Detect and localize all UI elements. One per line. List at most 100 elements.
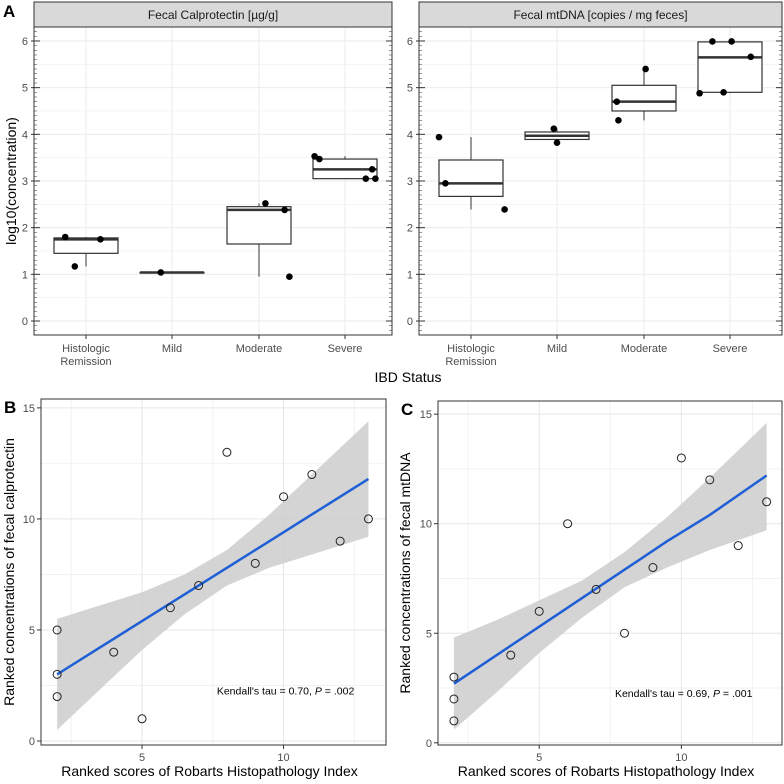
data-point bbox=[613, 98, 621, 105]
annotation-text: Kendall's tau = 0.70, P = .002 bbox=[217, 685, 355, 697]
y-tick-label: 3 bbox=[22, 176, 28, 188]
x-tick-label: Remission bbox=[445, 356, 496, 368]
annotation-text: Kendall's tau = 0.69, P = .001 bbox=[615, 688, 753, 700]
data-point bbox=[137, 714, 147, 724]
data-point bbox=[97, 236, 104, 243]
x-tick-label: Severe bbox=[328, 343, 363, 355]
panel-c: C 5 10 0 5 10 15 Kendall's tau = 0.69, P = .001… bbox=[397, 400, 783, 779]
box-iqr bbox=[697, 41, 763, 93]
data-point bbox=[709, 38, 716, 45]
x-tick-label: 10 bbox=[277, 752, 289, 764]
data-point bbox=[316, 155, 323, 163]
annotation-prefix: Kendall's tau = 0.70, bbox=[217, 685, 315, 697]
x-tick-label: Remission bbox=[60, 356, 111, 368]
data-point bbox=[747, 53, 755, 61]
data-point bbox=[676, 453, 686, 463]
x-axis-title: Ranked scores of Robarts Histopathology … bbox=[458, 763, 755, 779]
data-point bbox=[696, 89, 703, 97]
y-tick-label: 10 bbox=[23, 514, 35, 526]
data-point bbox=[222, 447, 232, 457]
y-tick-label: 5 bbox=[407, 83, 413, 95]
data-point bbox=[307, 470, 317, 480]
regression-line bbox=[56, 477, 370, 676]
y-axis-title: Ranked concentrations of fecal calprotec… bbox=[1, 438, 17, 706]
data-point bbox=[165, 603, 175, 613]
panel-border bbox=[33, 26, 393, 336]
panel-letter: C bbox=[401, 400, 413, 419]
data-point bbox=[591, 584, 601, 594]
data-point bbox=[442, 180, 449, 187]
panel-border bbox=[437, 400, 783, 746]
y-tick-label: 2 bbox=[407, 223, 413, 235]
data-point bbox=[550, 125, 558, 133]
facet-strip-label: Fecal Calprotectin [µg/g] bbox=[148, 8, 278, 22]
x-tick-label: 10 bbox=[675, 752, 687, 764]
y-tick-label: 3 bbox=[407, 176, 413, 188]
y-axis-title: Ranked concentrations of fecal mtDNA bbox=[397, 452, 413, 694]
x-tick-label: 5 bbox=[536, 752, 542, 764]
data-point bbox=[281, 206, 288, 214]
facet-strip bbox=[418, 1, 783, 28]
x-tick-label: Moderate bbox=[621, 343, 667, 355]
data-point bbox=[642, 65, 649, 73]
data-point bbox=[157, 269, 165, 276]
panel-b: B 5 10 0 5 10 15 Kendall's tau = 0.70, P = .002… bbox=[1, 398, 387, 779]
y-tick-label: 0 bbox=[22, 316, 28, 328]
facet-strip-label: Fecal mtDNA [copies / mg feces] bbox=[513, 8, 687, 22]
data-point bbox=[435, 133, 443, 141]
data-point bbox=[553, 139, 561, 147]
panel-letter: A bbox=[3, 2, 15, 21]
y-tick-label: 4 bbox=[22, 129, 28, 141]
y-tick-label: 4 bbox=[407, 129, 413, 141]
data-point bbox=[52, 625, 62, 635]
x-tick-label: Mild bbox=[547, 343, 567, 355]
data-point bbox=[52, 692, 62, 702]
panel-a: A Fecal Calprotectin [µg/g] 0 1 2 3 4 5 6 Histolo… bbox=[3, 1, 783, 385]
annotation-prefix: Kendall's tau = 0.69, bbox=[615, 688, 713, 700]
data-point bbox=[728, 38, 735, 45]
data-point bbox=[279, 492, 289, 502]
data-point bbox=[52, 669, 62, 679]
y-tick-label: 1 bbox=[407, 269, 413, 281]
data-point bbox=[372, 175, 379, 182]
data-point bbox=[363, 514, 373, 524]
panel-border bbox=[418, 26, 783, 336]
data-point bbox=[311, 152, 318, 160]
data-point bbox=[619, 628, 629, 638]
data-point bbox=[501, 206, 508, 213]
y-tick-label: 0 bbox=[29, 736, 35, 748]
data-point bbox=[705, 475, 715, 485]
data-point bbox=[286, 273, 293, 280]
y-tick-label: 10 bbox=[420, 519, 432, 531]
annotation-p-label: P bbox=[315, 685, 322, 697]
data-point bbox=[648, 563, 658, 573]
data-point bbox=[762, 497, 772, 507]
y-tick-label: 15 bbox=[420, 409, 432, 421]
x-tick-label: Moderate bbox=[236, 343, 282, 355]
data-point bbox=[71, 263, 79, 270]
panel-letter: B bbox=[4, 398, 16, 417]
data-point bbox=[506, 650, 516, 660]
y-tick-label: 6 bbox=[407, 36, 413, 48]
data-point bbox=[449, 694, 459, 704]
y-tick-label: 0 bbox=[407, 316, 413, 328]
y-tick-label: 2 bbox=[22, 223, 28, 235]
box-iqr bbox=[226, 206, 292, 245]
y-tick-label: 1 bbox=[22, 269, 28, 281]
data-point bbox=[563, 519, 573, 529]
data-point bbox=[449, 716, 459, 726]
facet-strip bbox=[33, 1, 393, 28]
data-point bbox=[194, 581, 204, 591]
data-point bbox=[335, 536, 345, 546]
data-point bbox=[250, 558, 260, 568]
x-tick-label: Histologic bbox=[447, 343, 495, 355]
data-point bbox=[534, 606, 544, 616]
data-point bbox=[733, 541, 743, 551]
x-axis-title: IBD Status bbox=[375, 369, 442, 385]
y-axis-title: log10(concentration) bbox=[3, 117, 19, 245]
data-point bbox=[109, 647, 119, 657]
x-tick-label: Severe bbox=[713, 343, 748, 355]
x-tick-label: Mild bbox=[162, 343, 182, 355]
x-tick-label: 5 bbox=[139, 752, 145, 764]
